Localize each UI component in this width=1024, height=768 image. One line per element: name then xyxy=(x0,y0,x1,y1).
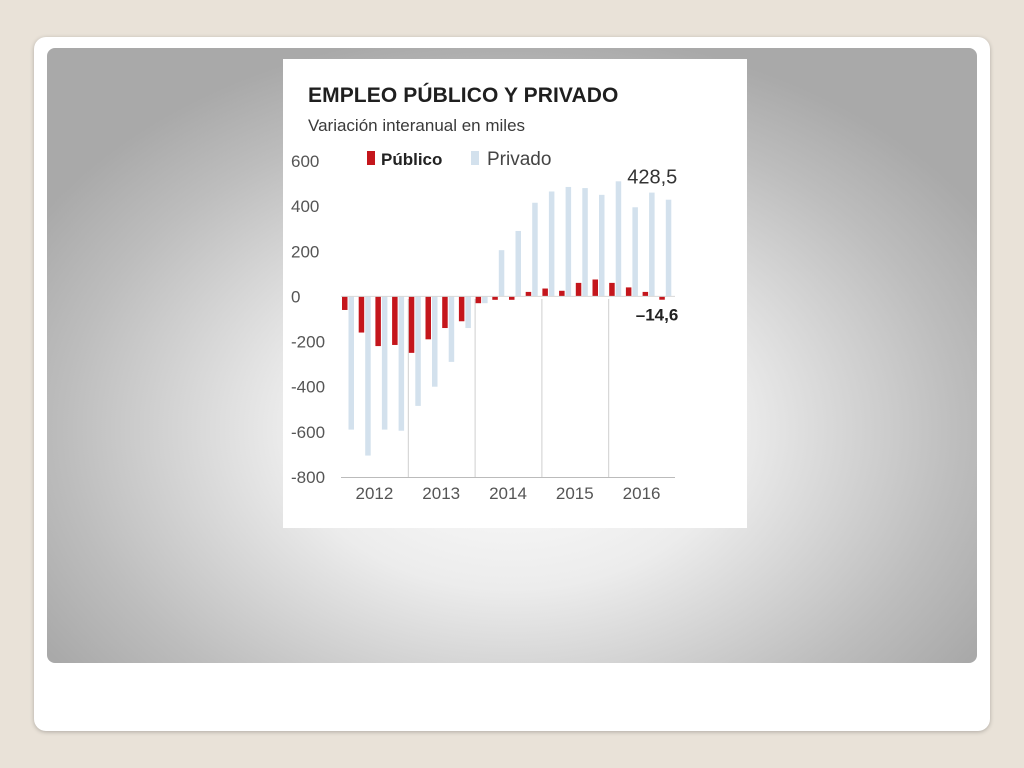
bar-publico xyxy=(659,296,665,300)
bar-privado xyxy=(582,188,588,297)
annotation-publico: –14,6 xyxy=(636,306,679,325)
bar-privado xyxy=(465,296,471,329)
bar-privado xyxy=(515,230,521,297)
bar-privado xyxy=(649,192,655,297)
bar-privado xyxy=(432,296,438,387)
legend-label-privado: Privado xyxy=(487,149,551,170)
bar-privado xyxy=(498,250,505,297)
y-tick-label: 600 xyxy=(291,152,319,171)
chart-subtitle: Variación interanual en miles xyxy=(308,116,526,135)
y-tick-label: 400 xyxy=(291,197,319,216)
x-tick-label: 2015 xyxy=(556,484,594,503)
bar-privado xyxy=(381,296,388,430)
chart-figure: EMPLEO PÚBLICO Y PRIVADO Variación inter… xyxy=(283,59,747,528)
bar-privado xyxy=(599,194,605,297)
y-tick-label: -400 xyxy=(291,378,325,397)
bar-publico xyxy=(492,296,498,300)
bar-publico xyxy=(609,282,615,297)
bar-publico xyxy=(625,287,632,297)
legend-swatch-privado xyxy=(471,151,479,165)
bar-publico xyxy=(442,296,448,329)
bar-privado xyxy=(448,296,455,362)
x-tick-label: 2014 xyxy=(489,484,527,503)
bar-privado xyxy=(415,296,421,406)
annotation-privado: 428,5 xyxy=(627,167,677,189)
bar-publico xyxy=(542,288,548,297)
bar-privado xyxy=(565,186,572,297)
bar-privado xyxy=(548,191,555,297)
bar-publico xyxy=(475,296,482,304)
bar-publico xyxy=(642,291,649,297)
bar-publico xyxy=(392,296,398,345)
bar-privado xyxy=(665,199,672,297)
bar-publico xyxy=(358,296,365,333)
bar-publico xyxy=(559,290,565,297)
x-tick-label: 2012 xyxy=(355,484,393,503)
bar-publico xyxy=(509,296,515,300)
bar-privado xyxy=(532,202,538,297)
y-tick-label: -800 xyxy=(291,468,325,487)
y-tick-label: -200 xyxy=(291,333,325,352)
bar-privado xyxy=(365,296,371,456)
chart-title: EMPLEO PÚBLICO Y PRIVADO xyxy=(308,84,619,107)
bar-privado xyxy=(482,296,488,304)
y-tick-label: 200 xyxy=(291,242,319,261)
bar-publico xyxy=(458,296,465,322)
x-tick-label: 2016 xyxy=(623,484,661,503)
bar-publico xyxy=(425,296,431,340)
legend-label-publico: Público xyxy=(381,150,442,169)
bar-publico xyxy=(575,282,582,297)
legend-swatch-publico xyxy=(367,151,375,165)
bar-privado xyxy=(348,296,354,430)
bar-privado xyxy=(632,207,638,297)
bar-privado xyxy=(398,296,405,431)
bar-publico xyxy=(592,279,598,297)
bar-publico xyxy=(375,296,381,347)
bar-publico xyxy=(342,296,348,310)
x-tick-label: 2013 xyxy=(422,484,460,503)
bar-chart: 600 400 200 0 -200 -400 -600 -800 2012 2013 2014 20… xyxy=(291,149,679,503)
bar-publico xyxy=(525,291,532,297)
y-tick-label: 0 xyxy=(291,287,300,306)
y-tick-label: -600 xyxy=(291,423,325,442)
bar-publico xyxy=(408,296,415,353)
bar-privado xyxy=(615,181,622,297)
